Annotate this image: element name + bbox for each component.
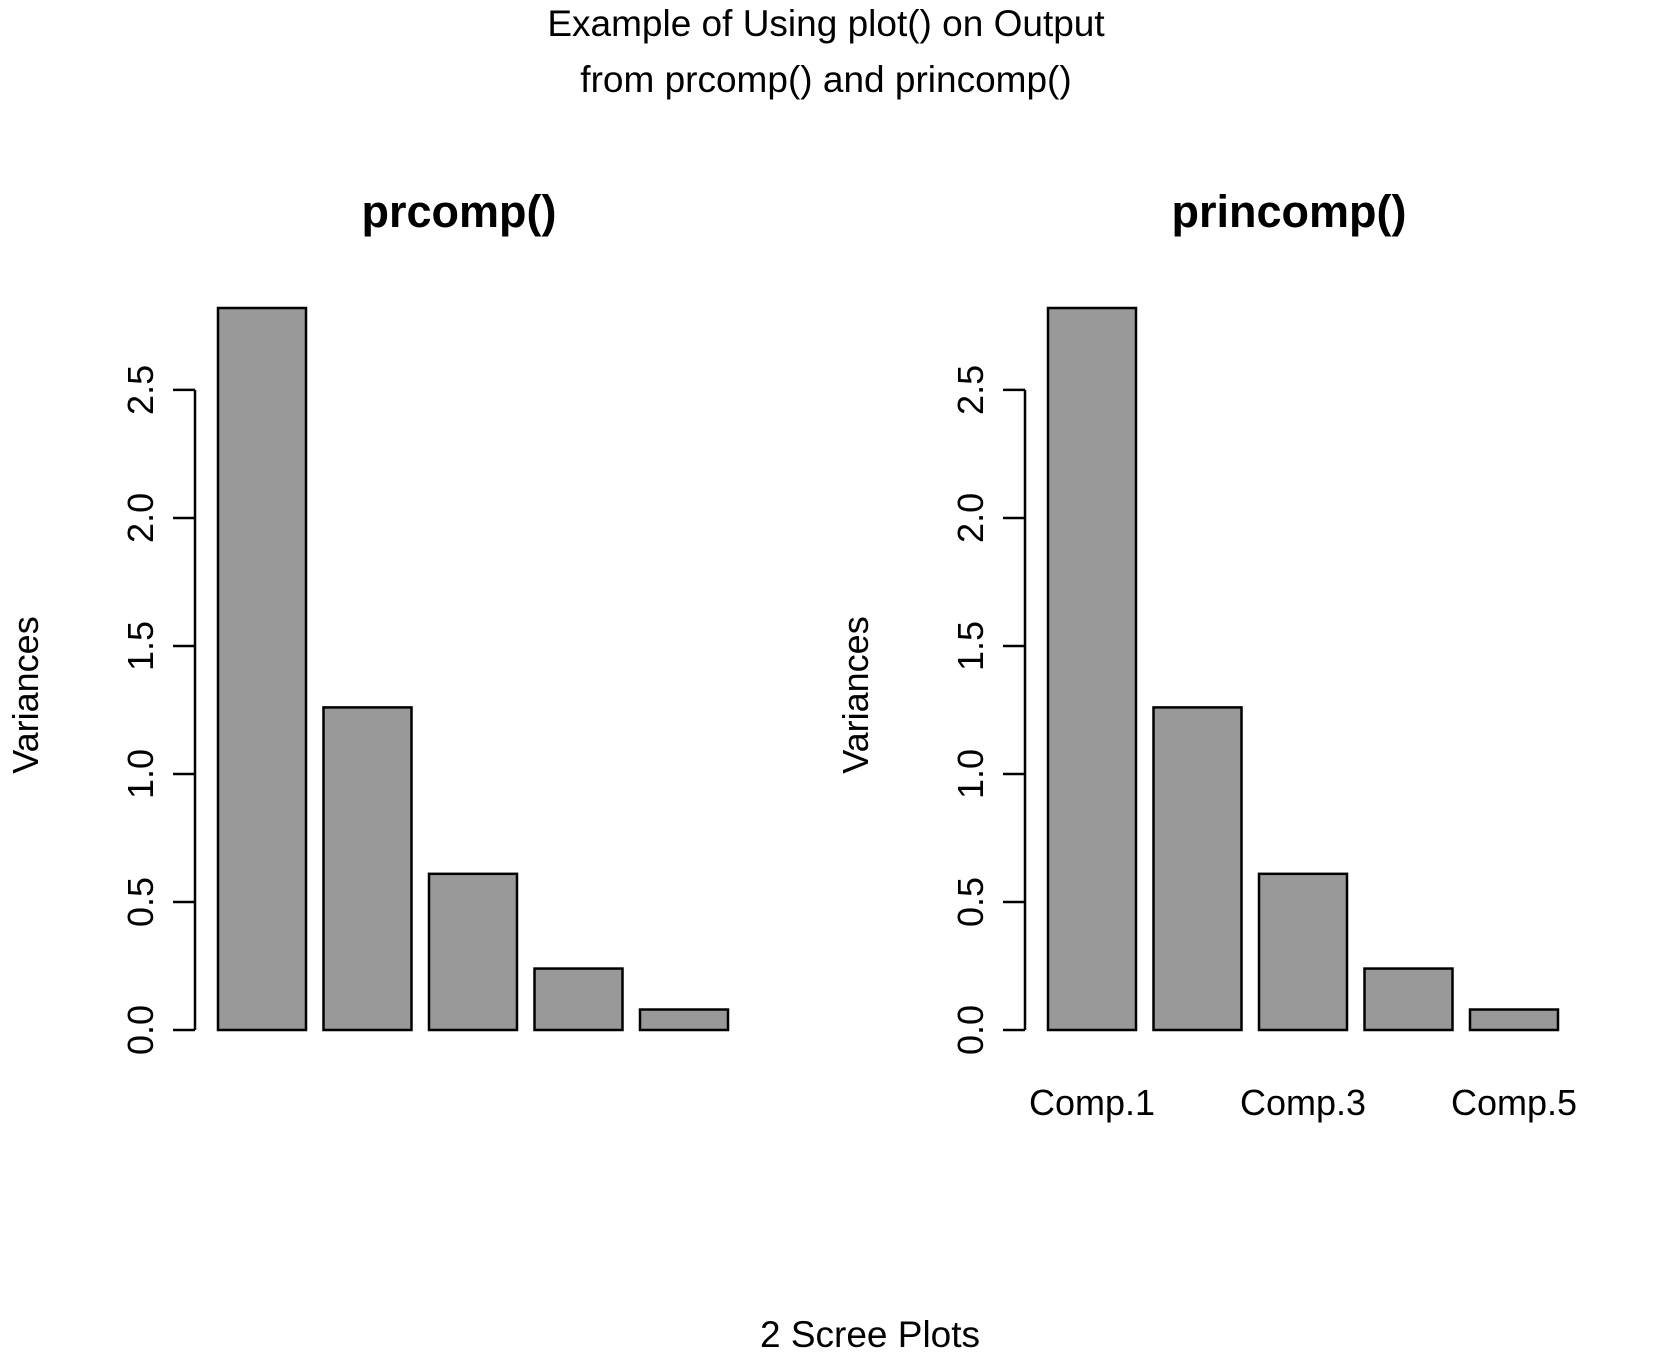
bar-4: [533, 967, 624, 1032]
x-tick-label: Comp.5: [1451, 1082, 1577, 1123]
bar-1: [216, 306, 308, 1032]
y-axis-label: Variances: [5, 616, 46, 773]
bar-2: [322, 706, 413, 1032]
panel-title: princomp(): [1172, 186, 1407, 237]
x-tick-label: Comp.3: [1240, 1082, 1366, 1123]
y-tick-label: 2.5: [950, 365, 991, 415]
y-tick-label: 0.0: [950, 1005, 991, 1055]
chart-panel-prcomp: prcomp() Variances 0.0 0.5 1.0 1.5 2.0 2.5: [5, 186, 730, 1055]
y-tick-label: 2.0: [950, 493, 991, 543]
figure-caption: 2 Scree Plots: [760, 1314, 980, 1355]
chart-panel-princomp: princomp() Variances 0.0 0.5 1.0 1.5 2.0 2.5 Com…: [835, 186, 1577, 1123]
y-tick-label: 1.5: [120, 621, 161, 671]
bar-3: [1257, 872, 1349, 1032]
y-tick-label: 1.5: [950, 621, 991, 671]
y-tick-label: 0.5: [120, 877, 161, 927]
bar-3: [427, 872, 519, 1032]
bar-1: [1046, 306, 1138, 1032]
y-tick-label: 2.0: [120, 493, 161, 543]
y-tick-label: 0.0: [120, 1005, 161, 1055]
y-tick-label: 0.5: [950, 877, 991, 927]
figure-title-line-2: from prcomp() and princomp(): [580, 59, 1071, 100]
y-tick-label: 2.5: [120, 365, 161, 415]
figure-title-line-1: Example of Using plot() on Output: [547, 3, 1105, 44]
panel-title: prcomp(): [362, 186, 557, 237]
bar-5: [1468, 1008, 1560, 1032]
x-tick-label: Comp.1: [1029, 1082, 1155, 1123]
y-tick-label: 1.0: [120, 749, 161, 799]
y-tick-label: 1.0: [950, 749, 991, 799]
bar-2: [1152, 706, 1243, 1032]
y-axis-label: Variances: [835, 616, 876, 773]
bar-4: [1363, 967, 1454, 1032]
bar-5: [638, 1008, 730, 1032]
